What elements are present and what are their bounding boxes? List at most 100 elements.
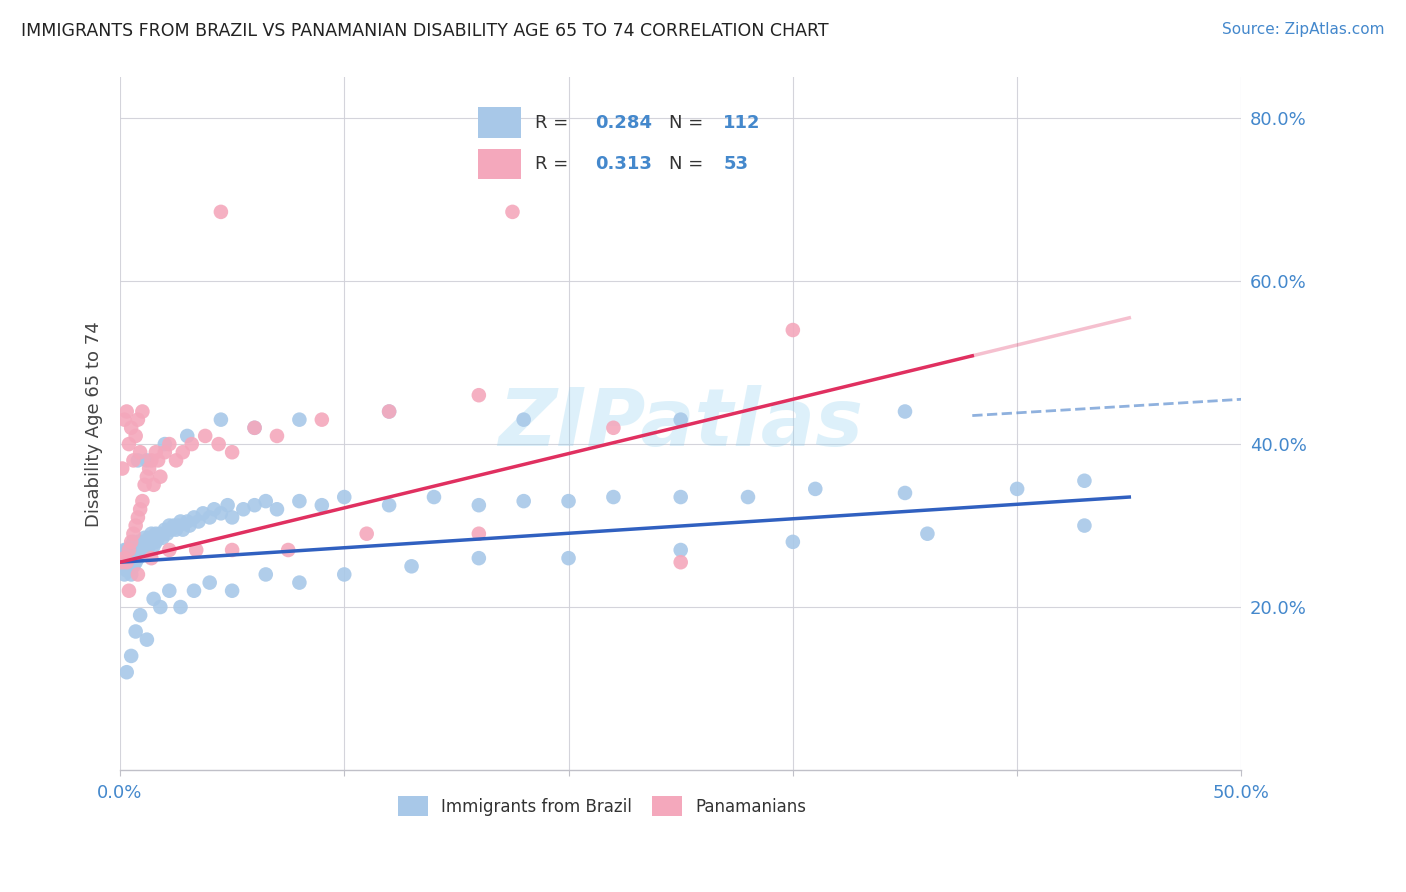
Point [131,547,153,561]
Point [122,551,145,566]
Point [118,551,141,566]
Point [172,523,194,537]
Point [118,543,141,558]
Point [1073,474,1095,488]
Point [124,555,146,569]
Point [157,437,180,451]
Point [129,547,152,561]
Point [243,498,266,512]
Point [114,543,136,558]
Point [138,461,160,475]
Point [135,632,157,647]
Point [124,539,146,553]
Point [114,551,136,566]
Point [254,494,277,508]
Point [208,437,231,451]
Point [124,429,146,443]
Point [669,412,692,426]
Point [221,510,243,524]
Point [156,526,179,541]
Point [311,412,333,426]
Point [145,526,167,541]
Point [288,494,311,508]
Point [254,567,277,582]
Point [209,205,232,219]
Point [165,453,187,467]
Legend: Immigrants from Brazil, Panamanians: Immigrants from Brazil, Panamanians [389,788,815,824]
Point [135,469,157,483]
Point [146,453,169,467]
Point [157,583,180,598]
Point [191,506,214,520]
Point [138,531,160,545]
Point [221,445,243,459]
Point [187,515,209,529]
Point [114,567,136,582]
Point [115,543,138,558]
Point [468,388,491,402]
Point [288,412,311,426]
Point [129,608,152,623]
Point [782,323,804,337]
Point [1005,482,1028,496]
Point [157,518,180,533]
Point [186,543,208,558]
Point [221,583,243,598]
Point [127,412,149,426]
Point [129,502,152,516]
Point [122,526,145,541]
Y-axis label: Disability Age 65 to 74: Disability Age 65 to 74 [86,321,103,526]
Point [378,498,401,512]
Point [111,551,134,566]
Point [333,567,356,582]
Point [131,404,153,418]
Point [602,421,624,435]
Point [152,531,174,545]
Point [141,453,163,467]
Point [243,421,266,435]
Point [120,539,142,553]
Point [501,205,523,219]
Point [129,445,152,459]
Point [557,494,579,508]
Point [160,523,183,537]
Point [153,523,176,537]
Point [172,445,194,459]
Point [138,539,160,553]
Point [468,498,491,512]
Point [167,518,190,533]
Point [209,412,232,426]
Point [165,523,187,537]
Point [124,518,146,533]
Point [266,429,288,443]
Point [142,591,165,606]
Point [468,551,491,566]
Point [118,563,141,577]
Point [169,600,191,615]
Point [894,404,917,418]
Text: ZIPatlas: ZIPatlas [498,384,863,463]
Point [153,445,176,459]
Point [114,555,136,569]
Point [122,543,145,558]
Point [243,421,266,435]
Text: Source: ZipAtlas.com: Source: ZipAtlas.com [1222,22,1385,37]
Point [131,494,153,508]
Point [183,583,205,598]
Point [120,547,142,561]
Point [217,498,239,512]
Point [194,429,217,443]
Point [111,555,134,569]
Point [557,551,579,566]
Point [134,531,156,545]
Point [120,567,142,582]
Point [120,555,142,569]
Point [111,461,134,475]
Point [129,539,152,553]
Point [134,478,156,492]
Point [120,421,142,435]
Point [183,510,205,524]
Point [169,515,191,529]
Point [118,559,141,574]
Point [423,490,446,504]
